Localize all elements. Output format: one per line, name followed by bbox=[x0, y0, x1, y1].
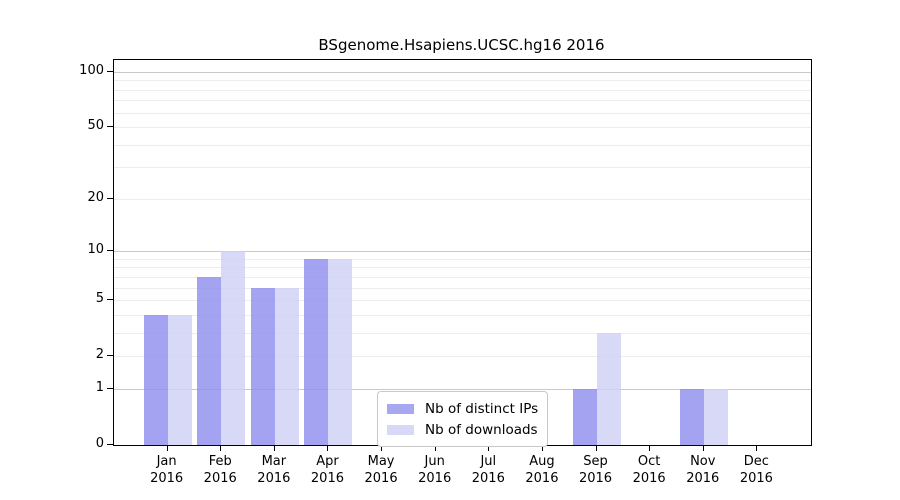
y-tick-label-10: 10 bbox=[87, 242, 104, 258]
x-tick-label-dec: Dec 2016 bbox=[739, 454, 773, 486]
x-tick-mark bbox=[166, 445, 168, 451]
gridline-6 bbox=[114, 287, 811, 289]
x-tick-label-nov: Nov 2016 bbox=[686, 454, 720, 486]
gridline-3 bbox=[114, 332, 811, 334]
x-tick-label-jul: Jul 2016 bbox=[471, 454, 505, 486]
x-tick-label-aug: Aug 2016 bbox=[525, 454, 559, 486]
y-tick-label-20: 20 bbox=[87, 189, 104, 205]
x-tick-mark bbox=[327, 445, 329, 451]
legend-row-distinct-ips: Nb of distinct IPs bbox=[387, 398, 538, 419]
gridline-10 bbox=[114, 251, 811, 253]
legend-swatch-icon bbox=[387, 424, 414, 435]
y-tick-mark bbox=[107, 126, 113, 128]
gridline-9 bbox=[114, 258, 811, 260]
chart-title: BSgenome.Hsapiens.UCSC.hg16 2016 bbox=[318, 36, 605, 54]
y-tick-label-100: 100 bbox=[79, 62, 104, 78]
y-tick-label-1: 1 bbox=[95, 379, 104, 395]
bar-nov-distinct-ips bbox=[679, 388, 704, 445]
x-tick-mark bbox=[595, 445, 597, 451]
legend-row-downloads: Nb of downloads bbox=[387, 419, 538, 440]
gridline-20 bbox=[114, 198, 811, 200]
plot-area bbox=[113, 59, 812, 446]
bar-apr-distinct-ips bbox=[304, 258, 329, 445]
x-tick-label-jan: Jan 2016 bbox=[150, 454, 184, 486]
gridline-1 bbox=[114, 388, 811, 390]
gridline-8 bbox=[114, 267, 811, 269]
x-tick-label-mar: Mar 2016 bbox=[257, 454, 291, 486]
y-tick-mark bbox=[107, 444, 113, 445]
gridline-30 bbox=[114, 167, 811, 169]
y-tick-label-0: 0 bbox=[95, 436, 104, 451]
y-tick-mark bbox=[107, 299, 113, 301]
x-tick-label-may: May 2016 bbox=[364, 454, 398, 486]
gridline-70 bbox=[114, 100, 811, 102]
y-tick-label-2: 2 bbox=[95, 347, 104, 363]
x-tick-mark bbox=[541, 445, 543, 451]
x-tick-mark bbox=[220, 445, 222, 451]
bar-sep-downloads bbox=[596, 332, 621, 445]
x-tick-label-apr: Apr 2016 bbox=[310, 454, 344, 486]
legend-swatch-icon bbox=[387, 403, 414, 414]
x-tick-label-jun: Jun 2016 bbox=[418, 454, 452, 486]
legend-label: Nb of downloads bbox=[425, 421, 538, 438]
y-tick-mark bbox=[107, 70, 113, 72]
bar-jan-distinct-ips bbox=[143, 314, 168, 445]
x-tick-mark bbox=[702, 445, 704, 451]
gridline-90 bbox=[114, 80, 811, 82]
bar-nov-downloads bbox=[703, 388, 728, 445]
bar-sep-distinct-ips bbox=[572, 388, 597, 445]
y-tick-label-50: 50 bbox=[87, 118, 104, 134]
gridline-7 bbox=[114, 276, 811, 278]
x-tick-label-oct: Oct 2016 bbox=[632, 454, 666, 486]
x-tick-label-feb: Feb 2016 bbox=[203, 454, 237, 486]
bar-apr-downloads bbox=[328, 258, 353, 445]
x-tick-mark bbox=[756, 445, 758, 451]
x-tick-mark bbox=[649, 445, 651, 451]
y-tick-mark bbox=[107, 355, 113, 357]
x-tick-mark bbox=[381, 445, 383, 451]
x-tick-mark bbox=[434, 445, 436, 451]
bar-feb-distinct-ips bbox=[197, 276, 222, 445]
x-tick-mark bbox=[488, 445, 490, 451]
y-tick-label-5: 5 bbox=[95, 291, 104, 307]
bar-mar-downloads bbox=[274, 287, 299, 445]
gridline-80 bbox=[114, 89, 811, 91]
gridline-5 bbox=[114, 300, 811, 302]
bar-jan-downloads bbox=[167, 314, 192, 445]
x-tick-label-sep: Sep 2016 bbox=[578, 454, 613, 486]
y-tick-mark bbox=[107, 387, 113, 389]
gridline-2 bbox=[114, 356, 811, 358]
bar-mar-distinct-ips bbox=[250, 287, 275, 445]
gridline-4 bbox=[114, 314, 811, 316]
y-tick-mark bbox=[107, 197, 113, 199]
gridline-100 bbox=[114, 71, 811, 73]
bar-feb-downloads bbox=[221, 251, 246, 445]
gridline-60 bbox=[114, 112, 811, 114]
y-tick-mark bbox=[107, 250, 113, 252]
gridline-50 bbox=[114, 127, 811, 129]
legend-label: Nb of distinct IPs bbox=[425, 400, 539, 417]
x-tick-mark bbox=[273, 445, 275, 451]
gridline-40 bbox=[114, 144, 811, 146]
legend: Nb of distinct IPs Nb of downloads bbox=[377, 391, 549, 447]
